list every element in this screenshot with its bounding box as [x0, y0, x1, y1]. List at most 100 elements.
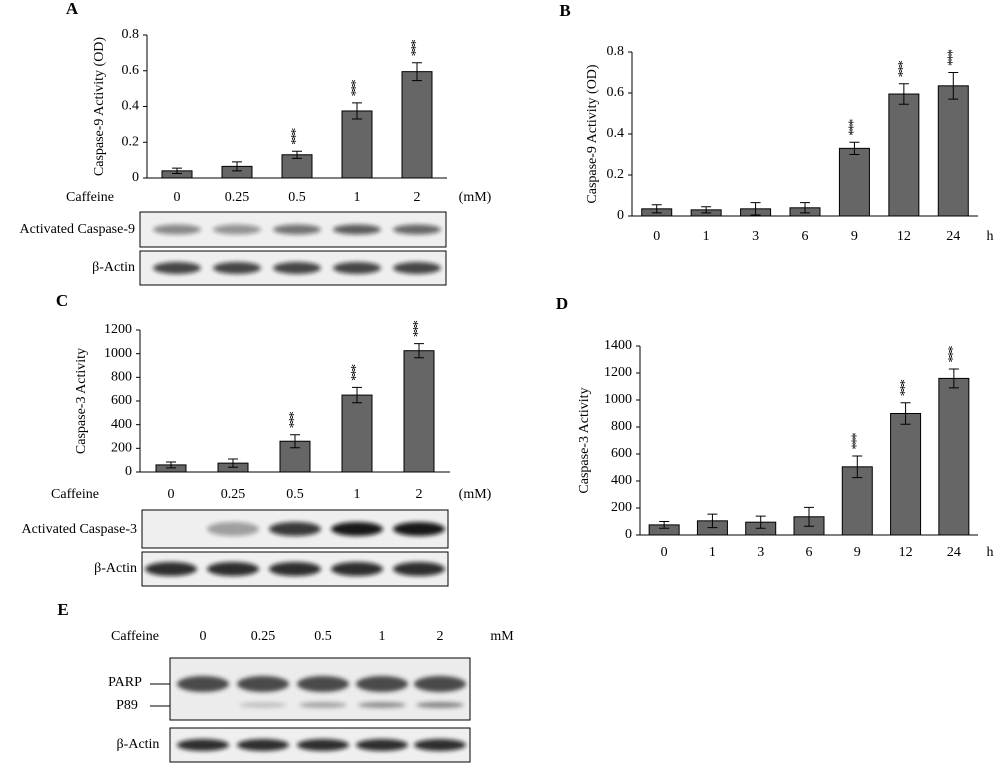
y-axis-label: Caspase-3 Activity — [74, 348, 89, 454]
x-tick-label: 1 — [703, 229, 710, 244]
panel-label: A — [66, 0, 79, 18]
y-tick-label: 400 — [611, 473, 632, 488]
x-axis-label: h — [987, 545, 994, 560]
band — [177, 676, 229, 692]
bar — [937, 85, 969, 217]
y-tick-label: 200 — [611, 500, 632, 515]
band — [414, 676, 466, 692]
bar — [938, 377, 970, 536]
dose-label: 1 — [379, 629, 386, 644]
x-axis-label: (mM) — [459, 487, 492, 502]
significance: *** — [946, 49, 961, 66]
x-tick-label: 0 — [174, 190, 181, 205]
panel-label: B — [559, 1, 570, 20]
blot-label: PARP — [108, 675, 142, 690]
y-tick-label: 800 — [611, 419, 632, 434]
dose-label: 0.25 — [251, 629, 276, 644]
band — [237, 676, 289, 692]
y-axis-label: Caspase-9 Activity (OD) — [92, 37, 107, 177]
error-bar — [948, 72, 959, 100]
x-tick-label: 2 — [414, 190, 421, 205]
x-tick-label: 1 — [354, 190, 361, 205]
significance: *** — [896, 60, 911, 77]
x-tick-label: 0 — [653, 229, 660, 244]
x-tick-label: 3 — [752, 229, 759, 244]
panel-label: D — [556, 294, 568, 313]
x-tick-label: 3 — [757, 545, 764, 560]
error-bar — [659, 521, 670, 529]
x-tick-label: 12 — [899, 545, 913, 560]
y-tick-label: 0 — [132, 170, 139, 185]
error-bar — [292, 150, 302, 159]
x-tick-label: 9 — [854, 545, 861, 560]
y-tick-label: 0 — [625, 527, 632, 542]
x-tick-label: 0 — [661, 545, 668, 560]
error-bar — [232, 161, 242, 172]
y-tick-label: 600 — [611, 446, 632, 461]
blot-label: Activated Caspase-9 — [20, 222, 135, 237]
y-tick-label: 0.6 — [122, 63, 140, 78]
y-tick-label: 400 — [111, 417, 132, 432]
x-tick-label: 6 — [802, 229, 809, 244]
band — [269, 562, 321, 576]
band — [393, 562, 445, 576]
bar — [841, 466, 873, 536]
error-bar — [651, 204, 662, 214]
bar — [890, 413, 922, 536]
band — [153, 262, 201, 274]
y-tick-label: 1200 — [104, 322, 132, 337]
x-tick-label: 9 — [851, 229, 858, 244]
band — [297, 676, 349, 692]
panel-label: C — [56, 291, 68, 310]
dose-label: 0.5 — [314, 629, 332, 644]
dose-label: 0 — [200, 629, 207, 644]
bar — [888, 93, 920, 217]
band — [393, 262, 441, 274]
x-tick-label: 0.5 — [288, 190, 306, 205]
x-tick-label: 12 — [897, 229, 911, 244]
band — [416, 702, 464, 708]
y-tick-label: 1000 — [604, 392, 632, 407]
error-bar — [414, 343, 424, 359]
y-tick-label: 0 — [617, 208, 624, 223]
y-tick-label: 0.6 — [607, 85, 625, 100]
error-bar — [898, 83, 909, 105]
x-tick-label: 1 — [354, 487, 361, 502]
y-tick-label: 0.2 — [607, 167, 625, 182]
significance: *** — [409, 39, 424, 56]
bar — [838, 147, 870, 217]
bar — [341, 110, 373, 179]
band — [333, 262, 381, 274]
band — [333, 224, 381, 235]
bar — [401, 71, 433, 179]
blot-label: Activated Caspase-3 — [22, 522, 137, 537]
x-tick-label: 0 — [168, 487, 175, 502]
error-bar — [228, 458, 238, 468]
caffeine-label: Caffeine — [111, 629, 159, 644]
band — [177, 739, 229, 751]
panel-label: E — [57, 600, 68, 619]
y-tick-label: 0 — [125, 464, 132, 479]
error-bar — [172, 167, 182, 175]
error-bar — [412, 62, 422, 82]
y-tick-label: 0.4 — [122, 99, 140, 114]
y-tick-label: 1200 — [604, 365, 632, 380]
band — [207, 522, 259, 536]
band — [331, 562, 383, 576]
x-tick-label: 0.25 — [225, 190, 250, 205]
dose-label: 2 — [437, 629, 444, 644]
x-axis-prefix: Caffeine — [51, 487, 99, 502]
significance: *** — [411, 320, 426, 337]
band — [393, 522, 445, 536]
error-bar — [352, 102, 362, 120]
error-bar — [707, 513, 718, 529]
error-bar — [750, 202, 761, 216]
band — [358, 702, 406, 708]
bar — [341, 394, 373, 473]
error-bar — [804, 506, 814, 527]
significance: *** — [287, 411, 302, 428]
error-bar — [852, 455, 863, 479]
error-bar — [900, 402, 911, 425]
